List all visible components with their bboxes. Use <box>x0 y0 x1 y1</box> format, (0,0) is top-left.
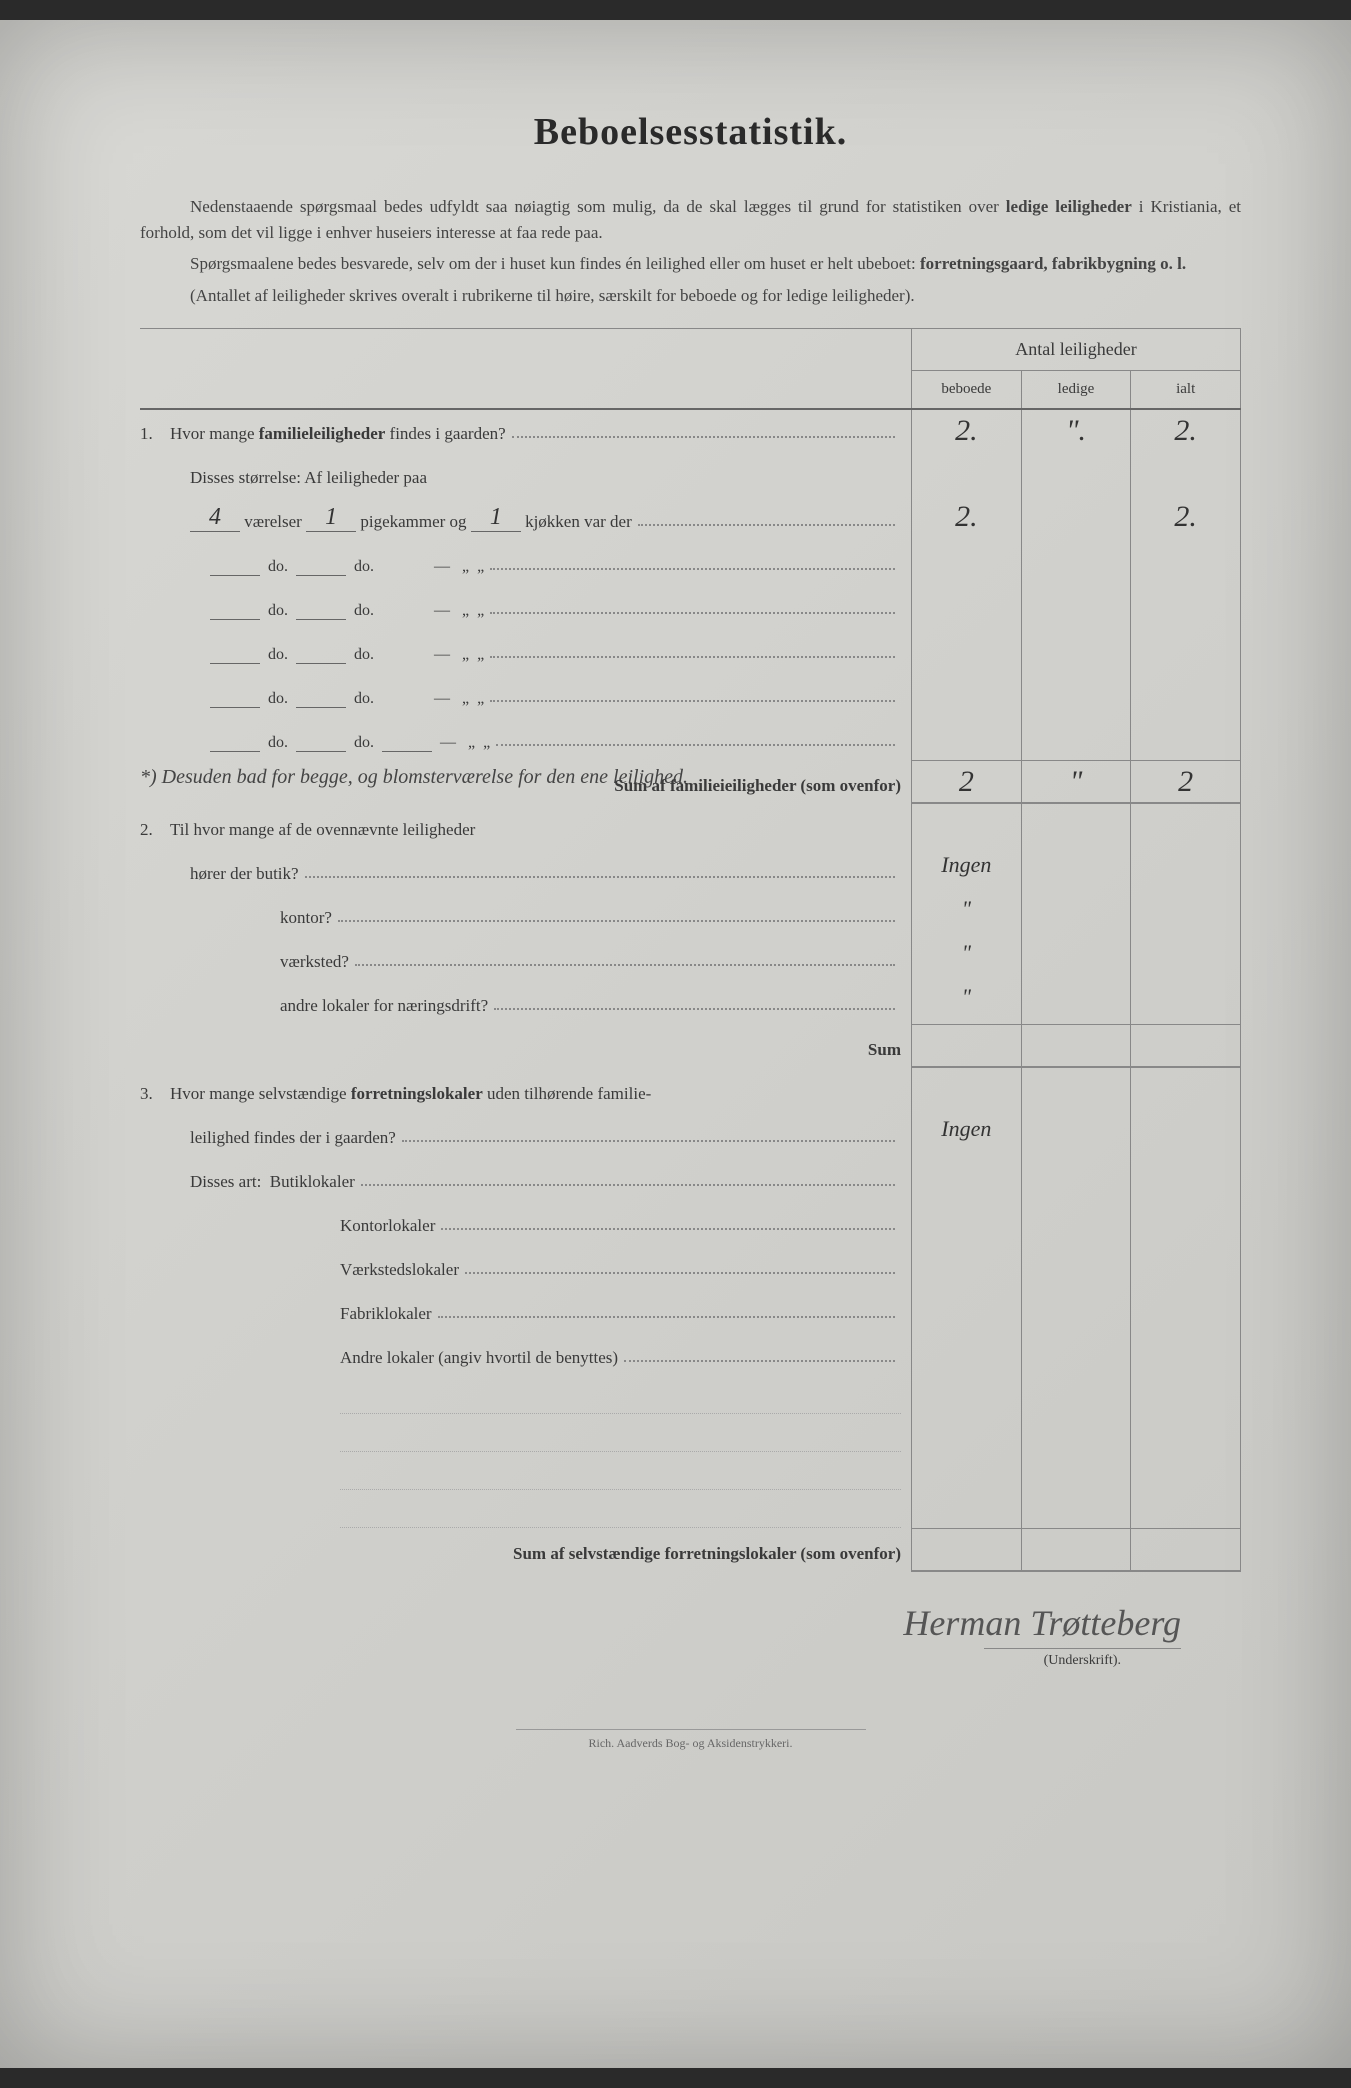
form-table: Antal leiligheder beboede ledige ialt 1.… <box>140 328 1241 1572</box>
q1-sub-label: Disses størrelse: Af leiligheder paa <box>190 468 427 488</box>
q3-label2: leilighed findes der i gaarden? <box>190 1128 396 1148</box>
signature-label: (Underskrift). <box>984 1648 1181 1669</box>
q1-sum: *) Desuden bad for begge, og blomstervær… <box>140 760 1241 804</box>
q3-label: Hvor mange selvstændige forretningslokal… <box>170 1084 651 1104</box>
do-row: do. do. — „ „ <box>140 540 1241 584</box>
q2-r1: hører der butik? Ingen <box>140 848 1241 892</box>
q2-r4: andre lokaler for næringsdrift? " <box>140 980 1241 1024</box>
do-label: do. <box>268 734 288 752</box>
q1-row: 1. Hvor mange familieleiligheder findes … <box>140 408 1241 452</box>
page-title: Beboelsesstatistik. <box>140 110 1241 154</box>
intro-p3: (Antallet af leiligheder skrives overalt… <box>140 283 1241 309</box>
blank-row <box>140 1376 1241 1414</box>
label-text: pigekammer og <box>356 512 471 532</box>
document-page: Beboelsesstatistik. Nedenstaaende spørgs… <box>0 20 1351 2068</box>
sum-label: Sum <box>868 1040 901 1060</box>
blank-row <box>140 1490 1241 1528</box>
blank-row <box>140 1414 1241 1452</box>
q1-val3: 2. <box>1131 410 1240 452</box>
q3-sub: Disses art: Butiklokaler <box>140 1156 1241 1200</box>
sum-label: Sum af selvstændige forretningslokaler (… <box>513 1544 901 1564</box>
q-number: 2. <box>140 820 170 840</box>
do-label: do. <box>268 646 288 664</box>
do-label: do. <box>268 558 288 576</box>
q3-r1: Butiklokaler <box>270 1172 355 1192</box>
do-row: do. do. — „ „ <box>140 584 1241 628</box>
cell-val: " <box>912 936 1022 980</box>
q2-sum: Sum <box>140 1024 1241 1068</box>
q1-val2: ". <box>1022 410 1132 452</box>
intro-bold: ledige leiligheder <box>1006 197 1132 216</box>
intro-text: Nedenstaaende spørgsmaal bedes udfyldt s… <box>190 197 1006 216</box>
cell-val: " <box>912 980 1022 1024</box>
q-number: 1. <box>140 424 170 444</box>
q1-sub: Disses størrelse: Af leiligheder paa <box>140 452 1241 496</box>
q2-r2: kontor? " <box>140 892 1241 936</box>
q-number: 3. <box>140 1084 170 1104</box>
sum-val: 2 <box>1131 761 1240 802</box>
cell-val: 2. <box>912 496 1022 540</box>
q3-r5-label: Andre lokaler (angiv hvortil de benyttes… <box>340 1348 618 1368</box>
do-label: do. <box>354 602 374 620</box>
q2-r2-label: kontor? <box>280 908 332 928</box>
q3-row: 3. Hvor mange selvstændige forretningslo… <box>140 1068 1241 1112</box>
q2-row: 2. Til hvor mange af de ovennævnte leili… <box>140 804 1241 848</box>
q2-label: Til hvor mange af de ovennævnte leilighe… <box>170 820 475 840</box>
vaerelser-val: 4 <box>190 504 240 532</box>
cell-val: " <box>912 892 1022 936</box>
q3-r4: Fabriklokaler <box>140 1288 1241 1332</box>
q2-r1-label: hører der butik? <box>190 864 299 884</box>
q1-line1: 4 værelser 1 pigekammer og 1 kjøkken var… <box>140 496 1241 540</box>
blank-row <box>140 1452 1241 1490</box>
q1-label: Hvor mange familieleiligheder findes i g… <box>170 424 506 444</box>
table-header: Antal leiligheder beboede ledige ialt <box>140 328 1241 408</box>
do-label: do. <box>354 558 374 576</box>
header-col1: beboede <box>912 371 1022 408</box>
q3-r5: Andre lokaler (angiv hvortil de benyttes… <box>140 1332 1241 1376</box>
label-text: kjøkken var der <box>521 512 632 532</box>
q2-r3-label: værksted? <box>280 952 349 972</box>
signature-area: Herman Trøtteberg (Underskrift). <box>140 1602 1241 1669</box>
do-label: do. <box>354 734 374 752</box>
do-label: do. <box>268 690 288 708</box>
signature-name: Herman Trøtteberg <box>140 1602 1181 1644</box>
q3-sub-label: Disses art: <box>190 1172 261 1192</box>
header-main: Antal leiligheder <box>912 329 1240 371</box>
kjokken-val: 1 <box>471 504 521 532</box>
q3-row2: leilighed findes der i gaarden? Ingen <box>140 1112 1241 1156</box>
q1-val1: 2. <box>912 410 1022 452</box>
cell-val <box>1022 496 1132 540</box>
q3-r3-label: Værkstedslokaler <box>340 1260 459 1280</box>
cell-val: 2. <box>1131 496 1240 540</box>
do-row: do. do. — „ „ <box>140 716 1241 760</box>
intro-p1: Nedenstaaende spørgsmaal bedes udfyldt s… <box>140 194 1241 245</box>
do-label: do. <box>268 602 288 620</box>
intro-p2: Spørgsmaalene bedes besvarede, selv om d… <box>140 251 1241 277</box>
do-label: do. <box>354 646 374 664</box>
do-row: do. do. — „ „ <box>140 628 1241 672</box>
cell-val: Ingen <box>912 1112 1022 1156</box>
q3-r4-label: Fabriklokaler <box>340 1304 432 1324</box>
q2-r3: værksted? " <box>140 936 1241 980</box>
intro-bold: forretningsgaard, fabrikbygning o. l. <box>920 254 1186 273</box>
do-label: do. <box>354 690 374 708</box>
q3-r2: Kontorlokaler <box>140 1200 1241 1244</box>
sum-val: " <box>1022 761 1132 802</box>
header-col3: ialt <box>1131 371 1240 408</box>
sum-val: 2 <box>912 761 1022 802</box>
cell-val: Ingen <box>912 848 1022 892</box>
footer-text: Rich. Aadverds Bog- og Aksidenstrykkeri. <box>516 1729 866 1751</box>
do-row: do. do. — „ „ <box>140 672 1241 716</box>
label-text: værelser <box>240 512 306 532</box>
pigekammer-val: 1 <box>306 504 356 532</box>
header-col2: ledige <box>1022 371 1132 408</box>
q3-r2-label: Kontorlokaler <box>340 1216 435 1236</box>
intro-text: Spørgsmaalene bedes besvarede, selv om d… <box>190 254 920 273</box>
sum-label: Sum af familieieiligheder (som ovenfor) <box>614 776 901 796</box>
q3-r3: Værkstedslokaler <box>140 1244 1241 1288</box>
q3-sum: Sum af selvstændige forretningslokaler (… <box>140 1528 1241 1572</box>
q2-r4-label: andre lokaler for næringsdrift? <box>280 996 488 1016</box>
